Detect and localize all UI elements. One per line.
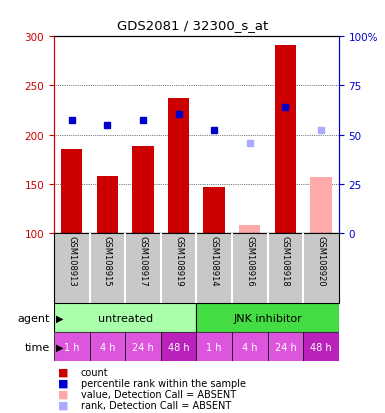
Text: ■: ■ bbox=[58, 400, 68, 410]
Bar bbox=[54, 304, 196, 332]
Text: 24 h: 24 h bbox=[132, 342, 154, 352]
Bar bbox=[196, 332, 232, 361]
Text: time: time bbox=[25, 342, 50, 352]
Text: count: count bbox=[81, 367, 109, 377]
Text: ▶: ▶ bbox=[56, 342, 63, 352]
Bar bbox=[203, 187, 225, 233]
Text: GSM108919: GSM108919 bbox=[174, 235, 183, 286]
Text: 1 h: 1 h bbox=[64, 342, 79, 352]
Text: value, Detection Call = ABSENT: value, Detection Call = ABSENT bbox=[81, 389, 236, 399]
Text: 48 h: 48 h bbox=[168, 342, 189, 352]
Bar bbox=[132, 147, 154, 233]
Bar bbox=[90, 332, 125, 361]
Text: ▶: ▶ bbox=[56, 313, 63, 323]
Text: GSM108917: GSM108917 bbox=[139, 235, 147, 286]
Bar bbox=[239, 225, 260, 233]
Text: ■: ■ bbox=[58, 389, 68, 399]
Text: ■: ■ bbox=[58, 378, 68, 388]
Text: agent: agent bbox=[18, 313, 50, 323]
Text: GSM108913: GSM108913 bbox=[67, 235, 76, 286]
Text: 24 h: 24 h bbox=[275, 342, 296, 352]
Bar bbox=[125, 332, 161, 361]
Bar bbox=[268, 332, 303, 361]
Text: ■: ■ bbox=[58, 367, 68, 377]
Bar bbox=[275, 46, 296, 233]
Text: 4 h: 4 h bbox=[242, 342, 258, 352]
Bar bbox=[232, 332, 268, 361]
Bar bbox=[97, 176, 118, 233]
Text: 1 h: 1 h bbox=[206, 342, 222, 352]
Text: 4 h: 4 h bbox=[100, 342, 115, 352]
Text: untreated: untreated bbox=[97, 313, 153, 323]
Text: 48 h: 48 h bbox=[310, 342, 332, 352]
Bar bbox=[168, 99, 189, 233]
Text: percentile rank within the sample: percentile rank within the sample bbox=[81, 378, 246, 388]
Text: GSM108920: GSM108920 bbox=[316, 235, 325, 286]
Text: rank, Detection Call = ABSENT: rank, Detection Call = ABSENT bbox=[81, 400, 231, 410]
Bar bbox=[303, 332, 339, 361]
Text: GSM108915: GSM108915 bbox=[103, 235, 112, 286]
Text: GSM108914: GSM108914 bbox=[210, 235, 219, 286]
Text: JNK inhibitor: JNK inhibitor bbox=[233, 313, 302, 323]
Bar bbox=[61, 150, 82, 233]
Text: GSM108916: GSM108916 bbox=[245, 235, 254, 286]
Bar bbox=[161, 332, 196, 361]
Bar bbox=[54, 332, 90, 361]
Text: GDS2081 / 32300_s_at: GDS2081 / 32300_s_at bbox=[117, 19, 268, 31]
Text: GSM108918: GSM108918 bbox=[281, 235, 290, 286]
Bar bbox=[196, 304, 339, 332]
Bar bbox=[310, 178, 332, 233]
